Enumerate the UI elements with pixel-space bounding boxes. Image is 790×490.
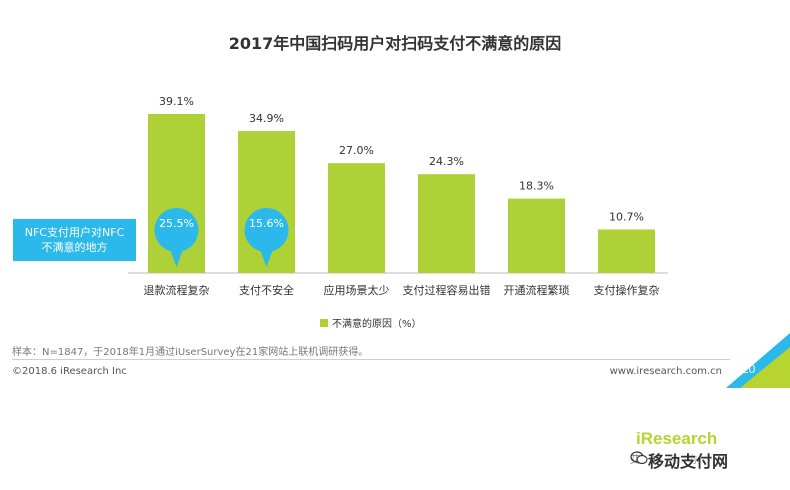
category-label-3: 应用场景太少: [324, 283, 390, 297]
bar-value-label-3: 27.0%: [339, 144, 374, 157]
nfc-callout-value-1: 25.5%: [159, 217, 194, 230]
category-label-2: 支付不安全: [239, 283, 294, 297]
page-number: 20: [742, 362, 756, 376]
bar-chart: 39.1% 退款流程复杂 34.9% 支付不安全 27.0% 应用场景太少 24.3% 支付过…: [128, 95, 668, 330]
copyright-text: ©2018.6 iResearch Inc: [12, 366, 127, 377]
category-label-5: 开通流程繁琐: [504, 283, 570, 297]
legend-label: 不满意的原因（%）: [332, 317, 422, 330]
nfc-callout-value-2: 15.6%: [249, 217, 284, 230]
sample-note: 样本：N=1847，于2018年1月通过iUserSurvey在21家网站上联机…: [12, 347, 369, 358]
bar-value-label-4: 24.3%: [429, 155, 464, 168]
corner-green-shape: [740, 347, 790, 388]
watermark-text: 移动支付网: [648, 452, 729, 471]
bar-value-label-6: 10.7%: [609, 210, 644, 223]
bar-3: [328, 163, 385, 273]
chart-title: 2017年中国扫码用户对扫码支付不满意的原因: [228, 34, 562, 53]
bar-4: [418, 174, 475, 273]
nfc-callout-label: NFC支付用户对NFC 不满意的地方: [13, 219, 136, 261]
nfc-callout-label-line1: NFC支付用户对NFC: [24, 226, 125, 239]
category-label-6: 支付操作复杂: [594, 283, 660, 297]
corner-decoration: [726, 333, 790, 388]
category-label-4: 支付过程容易出错: [403, 283, 491, 297]
wechat-icon: [630, 451, 648, 465]
bar-5: [508, 198, 565, 273]
nfc-callout-bubble-2: [244, 208, 289, 252]
nfc-callout-label-line2: 不满意的地方: [41, 241, 108, 254]
bar-value-label-1: 39.1%: [159, 95, 194, 108]
category-label-1: 退款流程复杂: [144, 283, 210, 297]
footer-divider: [12, 359, 730, 360]
iresearch-logo: iResearch 艾瑞咨询: [626, 427, 736, 479]
legend-swatch: [320, 319, 328, 327]
nfc-callout-bubble-1: [154, 208, 199, 252]
logo-sub-text: 艾瑞咨询: [630, 455, 706, 466]
bar-value-label-2: 34.9%: [249, 112, 284, 125]
bar-value-label-5: 18.3%: [519, 180, 554, 193]
bar-6: [598, 229, 655, 273]
logo-main-text: iResearch: [636, 429, 718, 448]
website-text: www.iresearch.com.cn: [609, 366, 722, 377]
